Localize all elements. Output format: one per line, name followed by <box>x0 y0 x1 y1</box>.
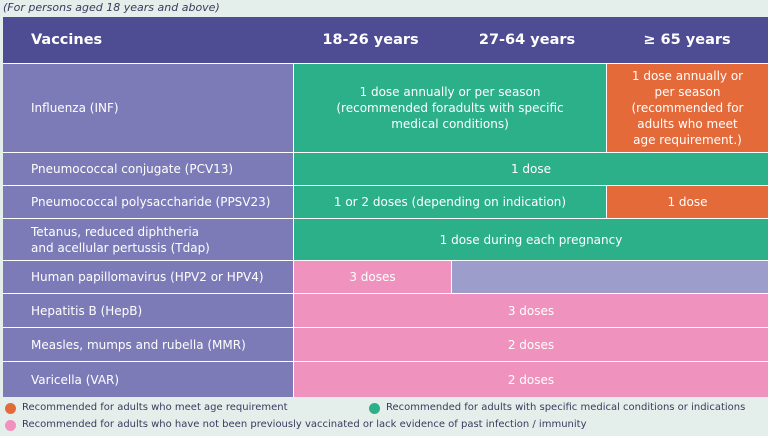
cell-influenza-green: 1 dose annually or per season (recommend… <box>294 64 606 152</box>
header-vaccines: Vaccines <box>3 17 293 63</box>
row-label-influenza: Influenza (INF) <box>3 64 293 152</box>
header-18-26: 18-26 years <box>293 17 448 63</box>
row-label-hpv: Human papillomavirus (HPV2 or HPV4) <box>3 261 293 293</box>
row-label-ppsv23: Pneumococcal polysaccharide (PPSV23) <box>3 186 293 218</box>
cell-mmr: 2 doses <box>294 328 768 361</box>
legend-pink-label: Recommended for adults who have not been… <box>22 419 587 430</box>
cell-tdap: 1 dose during each pregnancy <box>294 219 768 260</box>
cell-var: 2 doses <box>294 362 768 397</box>
legend-orange-label: Recommended for adults who meet age requ… <box>22 402 288 413</box>
row-label-tdap: Tetanus, reduced diphtheria and acellula… <box>3 219 293 260</box>
row-label-var: Varicella (VAR) <box>3 362 293 397</box>
legend-pink: Recommended for adults who have not been… <box>5 419 587 431</box>
row-label-hepb: Hepatitis B (HepB) <box>3 294 293 327</box>
legend-green: Recommended for adults with specific med… <box>369 402 745 414</box>
row-label-mmr: Measles, mumps and rubella (MMR) <box>3 328 293 361</box>
legend-orange: Recommended for adults who meet age requ… <box>5 402 288 414</box>
orange-dot-icon <box>5 402 16 414</box>
cell-pcv13: 1 dose <box>294 153 768 185</box>
cell-hepb: 3 doses <box>294 294 768 327</box>
vaccine-schedule-table: Vaccines 18-26 years 27-64 years ≥ 65 ye… <box>3 17 768 397</box>
cell-influenza-orange: 1 dose annually or per season (recommend… <box>607 64 768 152</box>
cell-hpv-empty <box>452 261 768 293</box>
green-dot-icon <box>369 402 380 414</box>
cell-ppsv23-orange: 1 dose <box>607 186 768 218</box>
pink-dot-icon <box>5 419 16 431</box>
header-27-64: 27-64 years <box>448 17 606 63</box>
header-65-plus: ≥ 65 years <box>606 17 768 63</box>
cell-ppsv23-green: 1 or 2 doses (depending on indication) <box>294 186 606 218</box>
legend-green-label: Recommended for adults with specific med… <box>386 402 746 413</box>
row-label-pcv13: Pneumococcal conjugate (PCV13) <box>3 153 293 185</box>
table-note: (For persons aged 18 years and above) <box>3 1 220 14</box>
cell-hpv: 3 doses <box>294 261 451 293</box>
